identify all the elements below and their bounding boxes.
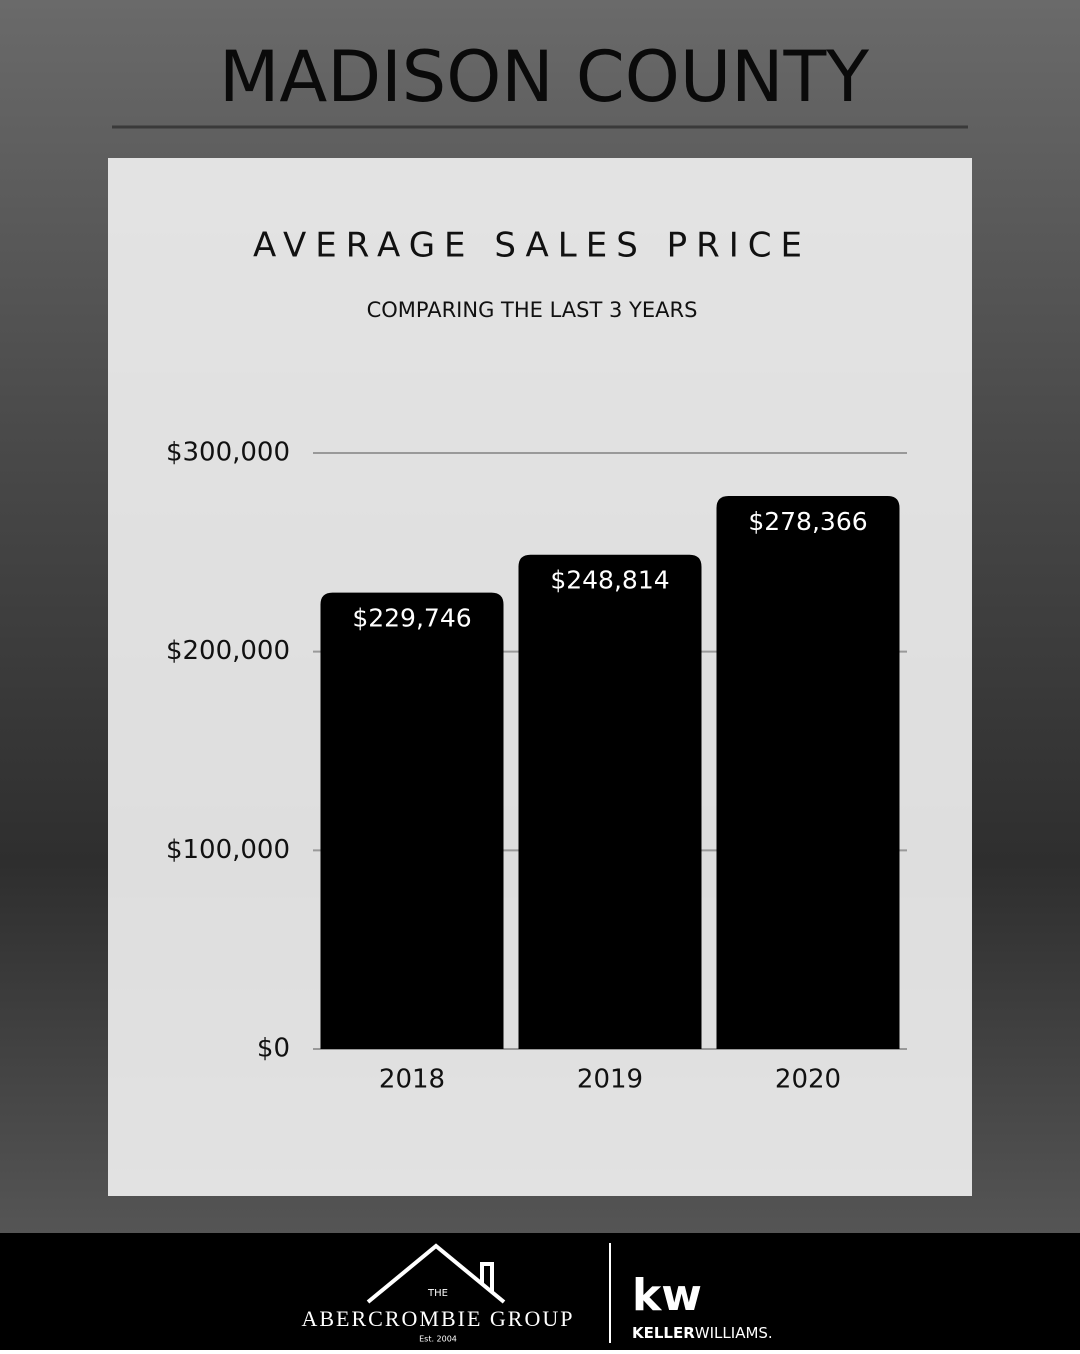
x-tick-label: 2020 — [775, 1065, 841, 1095]
y-tick-label: $0 — [257, 1034, 290, 1064]
kw-logo: kw — [632, 1270, 702, 1321]
y-tick-label: $300,000 — [166, 438, 290, 468]
kw-keller: KELLERWILLIAMS. — [632, 1324, 773, 1342]
footer-band — [0, 1233, 1080, 1350]
value-label: $229,746 — [352, 604, 471, 633]
x-tick-label: 2019 — [577, 1065, 643, 1095]
logo-prefix: THE — [427, 1288, 448, 1299]
logo-name: ABERCROMBIE GROUP — [302, 1306, 575, 1331]
y-tick-label: $100,000 — [166, 835, 290, 865]
y-tick-label: $200,000 — [166, 636, 290, 666]
bar — [518, 554, 702, 1049]
chart-title: AVERAGE SALES PRICE — [253, 226, 811, 266]
bars: 2018 $229,746 2019 $248,814 2020 $278,366 — [320, 495, 900, 1095]
kw-keller: KELLER — [632, 1324, 695, 1342]
logo-established: Est. 2004 — [419, 1335, 457, 1344]
x-tick-label: 2018 — [379, 1065, 445, 1095]
value-label: $248,814 — [550, 566, 669, 595]
value-label: $278,366 — [748, 507, 867, 536]
house-logo — [366, 1243, 506, 1304]
bar — [320, 592, 504, 1049]
chart-subtitle: COMPARING THE LAST 3 YEARS — [367, 298, 698, 322]
kw-williams: WILLIAMS. — [695, 1324, 773, 1342]
bar — [716, 495, 900, 1049]
page-title: MADISON COUNTY — [219, 36, 869, 118]
